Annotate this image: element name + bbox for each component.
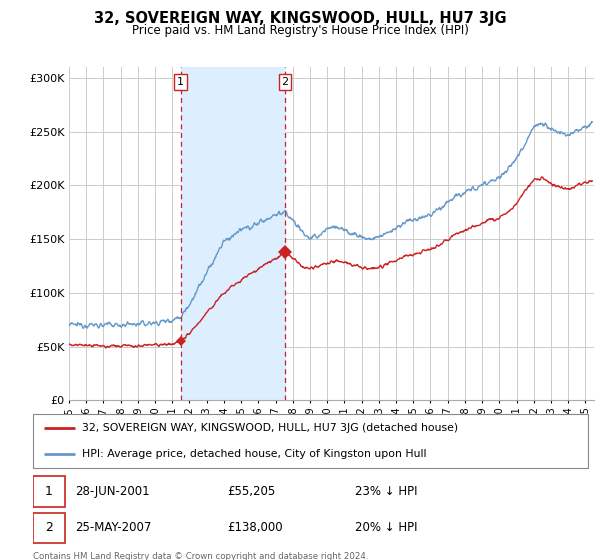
Text: 2: 2 — [281, 77, 289, 87]
Text: 28-JUN-2001: 28-JUN-2001 — [74, 485, 149, 498]
Text: 1: 1 — [177, 77, 184, 87]
Text: HPI: Average price, detached house, City of Kingston upon Hull: HPI: Average price, detached house, City… — [82, 449, 427, 459]
FancyBboxPatch shape — [33, 512, 65, 543]
Text: 23% ↓ HPI: 23% ↓ HPI — [355, 485, 418, 498]
Text: Price paid vs. HM Land Registry's House Price Index (HPI): Price paid vs. HM Land Registry's House … — [131, 24, 469, 36]
FancyBboxPatch shape — [33, 476, 65, 507]
Text: 2: 2 — [45, 521, 53, 534]
FancyBboxPatch shape — [33, 414, 588, 468]
Text: 20% ↓ HPI: 20% ↓ HPI — [355, 521, 418, 534]
Bar — [181, 67, 285, 400]
Text: 32, SOVEREIGN WAY, KINGSWOOD, HULL, HU7 3JG: 32, SOVEREIGN WAY, KINGSWOOD, HULL, HU7 … — [94, 11, 506, 26]
Text: £138,000: £138,000 — [227, 521, 283, 534]
Text: 1: 1 — [45, 485, 53, 498]
Text: 25-MAY-2007: 25-MAY-2007 — [74, 521, 151, 534]
Text: Contains HM Land Registry data © Crown copyright and database right 2024.
This d: Contains HM Land Registry data © Crown c… — [33, 552, 368, 560]
Text: 32, SOVEREIGN WAY, KINGSWOOD, HULL, HU7 3JG (detached house): 32, SOVEREIGN WAY, KINGSWOOD, HULL, HU7 … — [82, 423, 458, 433]
Text: £55,205: £55,205 — [227, 485, 275, 498]
